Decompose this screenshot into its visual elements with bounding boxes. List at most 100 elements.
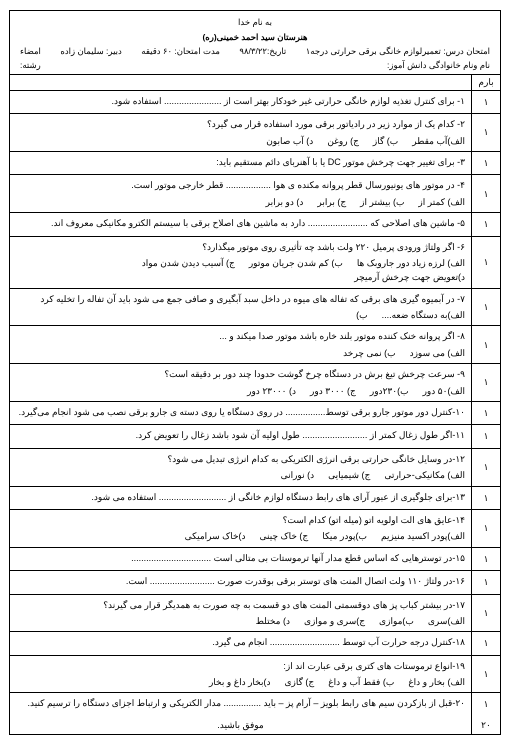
option: الف) لرزه زیاد دور جاروبک ها bbox=[357, 256, 465, 270]
option: الف) می سوزد bbox=[410, 346, 465, 360]
option: ب) فقط آب و داغ bbox=[328, 675, 394, 689]
question-body: ۱۲-در وسایل خانگی حرارتی برقی انرژی الکت… bbox=[10, 449, 471, 486]
question-row: ۱ ۷- در آبمیوه گیری های برقی که تفاله های… bbox=[10, 289, 500, 327]
option: الف) کمتر از bbox=[418, 195, 465, 209]
option: الف)آب مقطر bbox=[412, 134, 465, 148]
total-score: ۲۰ bbox=[471, 716, 500, 734]
question-body: ۹- سرعت چرخش تیغ برش در دستگاه چرخ گوشت … bbox=[10, 364, 471, 401]
question-row: ۱ ۴- در موتور های یونیورسال قطر پروانه مک… bbox=[10, 175, 500, 213]
option: ب)پودر میکا bbox=[322, 529, 367, 543]
question-options: الف) بخار و داغب) فقط آب و داغج) گازید)ب… bbox=[16, 675, 465, 689]
question-text: ۸- اگر پروانه خنک کننده موتور بلند خاره … bbox=[16, 329, 465, 343]
question-score: ۱ bbox=[471, 571, 500, 593]
question-score: ۱ bbox=[471, 693, 500, 715]
question-text: ۱۰-کنترل دور موتور جارو برقی توسط.......… bbox=[16, 405, 465, 419]
question-text: ۳- برای تغییر جهت چرخش موتور DC یا با آه… bbox=[16, 155, 465, 169]
question-score: ۱ bbox=[471, 289, 500, 326]
question-body: ۱۵-در توسترهایی که اساس قطع مدار آنها تر… bbox=[10, 548, 471, 570]
option: ج) روغن bbox=[327, 134, 359, 148]
question-score: ۱ bbox=[471, 91, 500, 113]
question-text: ۲- کدام یک از موارد زیر در رادیاتور برقی… bbox=[16, 117, 465, 131]
option: ب) کم شدن جریان موتور bbox=[249, 256, 343, 270]
question-body: ۵- ماشین های اصلاحی که .................… bbox=[10, 213, 471, 235]
footer-row: ۲۰ موفق باشید. bbox=[10, 716, 500, 734]
question-row: ۱ ۱- برای کنترل تغذیه لوازم خانگی حرارتی … bbox=[10, 91, 500, 114]
question-text: ۱- برای کنترل تغذیه لوازم خانگی حرارتی غ… bbox=[16, 94, 465, 108]
question-row: ۱ ۲- کدام یک از موارد زیر در رادیاتور برق… bbox=[10, 114, 500, 152]
question-text: ۷- در آبمیوه گیری های برقی که تفاله های … bbox=[16, 292, 465, 306]
option: ب) bbox=[356, 308, 367, 322]
student-name-label: نام ونام خانوادگی دانش آموز: bbox=[387, 59, 490, 73]
question-score: ۱ bbox=[471, 548, 500, 570]
question-text: ۱۳-برای جلوگیری از عبور آرای های رابط دس… bbox=[16, 490, 465, 504]
exam-header: به نام خدا هنرستان سید احمد خمینی(ره) ام… bbox=[10, 11, 500, 75]
question-options: الف)آب مقطر ب) گاز ج) روغن د) آب صابون bbox=[16, 134, 465, 148]
question-body: ۱۱-اگر طول زغال کمتر از ................… bbox=[10, 425, 471, 447]
question-row: ۱۵- ماشین های اصلاحی که ................… bbox=[10, 213, 500, 236]
option: د) مختلط bbox=[256, 614, 290, 628]
question-text: ۱۷-در بیشتر کباب پز های دوقسمتی المنت ها… bbox=[16, 598, 465, 612]
school-name: هنرستان سید احمد خمینی(ره) bbox=[16, 31, 494, 45]
question-score: ۱ bbox=[471, 364, 500, 401]
question-text: ۱۱-اگر طول زغال کمتر از ................… bbox=[16, 428, 465, 442]
question-text: ۹- سرعت چرخش تیغ برش در دستگاه چرخ گوشت … bbox=[16, 367, 465, 381]
option: ج) ۳۰۰۰ دور bbox=[310, 384, 356, 398]
option: د) آب صابون bbox=[266, 134, 313, 148]
option: د)خاک سرامیکی bbox=[185, 529, 246, 543]
question-score: ۱ bbox=[471, 326, 500, 363]
question-score: ۱ bbox=[471, 595, 500, 632]
question-row: ۱۳- برای تغییر جهت چرخش موتور DC یا با آ… bbox=[10, 152, 500, 175]
question-row: ۱ ۱۳-برای جلوگیری از عبور آرای های رابط د… bbox=[10, 487, 500, 510]
column-header-row: بارم bbox=[10, 75, 500, 90]
question-body: ۱۸-کنترل درجه حرارت آب توسط ............… bbox=[10, 632, 471, 654]
question-body: ۱- برای کنترل تغذیه لوازم خانگی حرارتی غ… bbox=[10, 91, 471, 113]
question-body: ۸- اگر پروانه خنک کننده موتور بلند خاره … bbox=[10, 326, 471, 363]
question-row: ۱۱۹-انواع ترموستات های کتری برقی عبارت ا… bbox=[10, 656, 500, 694]
major-label: رشته: bbox=[20, 59, 41, 73]
question-score: ۱ bbox=[471, 487, 500, 509]
option: الف) بخار و داغ bbox=[408, 675, 465, 689]
exam-duration: مدت امتحان: ۶۰ دقیقه bbox=[141, 45, 220, 59]
question-body: ۲۰-قبل از بازکردن سیم های رابط بلویز – آ… bbox=[10, 693, 471, 715]
question-body: ۱۴-عایق های الت اولویه اتو (میله اتو) کد… bbox=[10, 510, 471, 547]
question-options: الف)پودر اکسید منیزیم ب)پودر میکا ج) خاک چ… bbox=[16, 529, 465, 543]
option: ج)سری و موازی bbox=[304, 614, 365, 628]
question-score: ۱ bbox=[471, 237, 500, 288]
question-header-blank bbox=[10, 75, 471, 89]
option: ب) نمی چرخد bbox=[343, 346, 396, 360]
course-name: امتحان درس: تعمیرلوازم خانگی برقی حرارتی… bbox=[306, 45, 490, 59]
option: ب) بیشتر از bbox=[360, 195, 404, 209]
question-options: الف) مکانیکی-حرارتیج) شیمیایید) نورانی bbox=[16, 468, 465, 482]
header-row-2: نام ونام خانوادگی دانش آموز: رشته: bbox=[16, 59, 494, 73]
option: ج) آسیب دیدن شدن مواد bbox=[142, 256, 235, 270]
option: ج) برابر bbox=[317, 195, 346, 209]
question-body: ۶- اگر ولتاژ ورودی پرمیل ۲۲۰ ولت باشد چه… bbox=[10, 237, 471, 288]
question-text: ۲۰-قبل از بازکردن سیم های رابط بلویز – آ… bbox=[16, 696, 465, 710]
option: ج) خاک چینی bbox=[260, 529, 309, 543]
question-score: ۱ bbox=[471, 449, 500, 486]
question-body: ۱۳-برای جلوگیری از عبور آرای های رابط دس… bbox=[10, 487, 471, 509]
question-score: ۱ bbox=[471, 175, 500, 212]
question-row: ۱۱۵-در توسترهایی که اساس قطع مدار آنها ت… bbox=[10, 548, 500, 571]
question-row: ۱ ۱۲-در وسایل خانگی حرارتی برقی انرژی الک… bbox=[10, 449, 500, 487]
question-body: ۱۷-در بیشتر کباب پز های دوقسمتی المنت ها… bbox=[10, 595, 471, 632]
question-score: ۱ bbox=[471, 632, 500, 654]
option: ج) گازی bbox=[285, 675, 315, 689]
option: ب) گاز bbox=[373, 134, 398, 148]
question-score: ۱ bbox=[471, 402, 500, 424]
option: الف)پودر اکسید منیزیم bbox=[381, 529, 465, 543]
question-options: الف) می سوزد ب) نمی چرخد bbox=[16, 346, 465, 360]
option: ب)موازی bbox=[379, 614, 414, 628]
score-header: بارم bbox=[471, 75, 500, 89]
exam-date: تاریخ:۹۸/۳/۲۲ bbox=[239, 45, 286, 59]
bismillah: به نام خدا bbox=[16, 16, 494, 30]
option: الف) مکانیکی-حرارتی bbox=[384, 468, 465, 482]
question-text: ۱۲-در وسایل خانگی حرارتی برقی انرژی الکت… bbox=[16, 452, 465, 466]
good-luck: موفق باشید. bbox=[10, 716, 471, 734]
question-options: الف)به دستگاه ضعه....ب) bbox=[16, 308, 465, 322]
question-row: ۱۱۶-در ولتاژ ۱۱۰ ولت اتصال المنت های توس… bbox=[10, 571, 500, 594]
question-text: ۴- در موتور های یونیورسال قطر پروانه مکن… bbox=[16, 178, 465, 192]
question-score: ۱ bbox=[471, 114, 500, 151]
option: الف)سری bbox=[428, 614, 465, 628]
question-body: ۳- برای تغییر جهت چرخش موتور DC یا با آه… bbox=[10, 152, 471, 174]
